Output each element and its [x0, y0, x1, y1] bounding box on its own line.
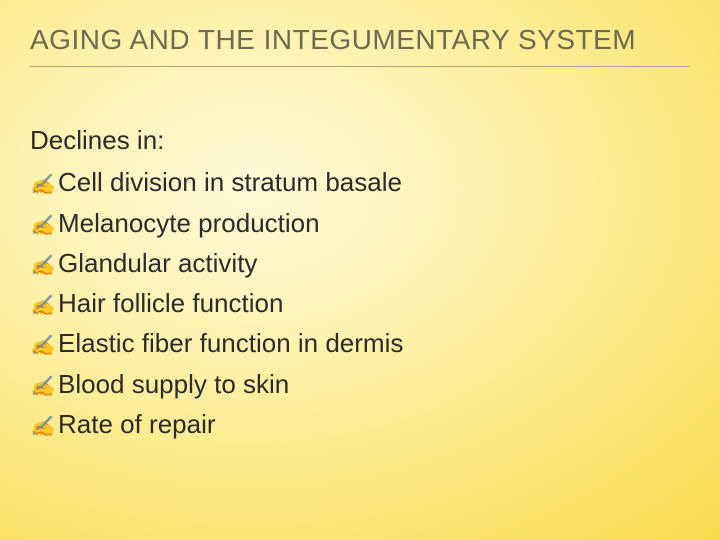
bullet-icon: ✍: [30, 412, 58, 443]
list-item: ✍ Cell division in stratum basale: [30, 162, 690, 202]
bullet-icon: ✍: [30, 211, 58, 242]
slide: AGING AND THE INTEGUMENTARY SYSTEM Decli…: [0, 0, 720, 540]
list-item: ✍ Hair follicle function: [30, 283, 690, 323]
bullet-icon: ✍: [30, 372, 58, 403]
intro-text: Declines in:: [30, 120, 690, 160]
list-item: ✍ Elastic fiber function in dermis: [30, 323, 690, 363]
list-item-text: Hair follicle function: [58, 283, 690, 323]
list-item: ✍ Glandular activity: [30, 243, 690, 283]
bullet-icon: ✍: [30, 251, 58, 282]
list-item: ✍ Melanocyte production: [30, 203, 690, 243]
list-item-text: Rate of repair: [58, 404, 690, 444]
list-item: ✍ Blood supply to skin: [30, 364, 690, 404]
list-item-text: Cell division in stratum basale: [58, 162, 690, 202]
slide-title: AGING AND THE INTEGUMENTARY SYSTEM: [30, 24, 690, 67]
list-item-text: Glandular activity: [58, 243, 690, 283]
bullet-icon: ✍: [30, 331, 58, 362]
list-item: ✍ Rate of repair: [30, 404, 690, 444]
list-item-text: Elastic fiber function in dermis: [58, 323, 690, 363]
list-item-text: Melanocyte production: [58, 203, 690, 243]
bullet-icon: ✍: [30, 291, 58, 322]
bullet-icon: ✍: [30, 170, 58, 201]
list-item-text: Blood supply to skin: [58, 364, 690, 404]
slide-body: Declines in: ✍ Cell division in stratum …: [30, 120, 690, 444]
